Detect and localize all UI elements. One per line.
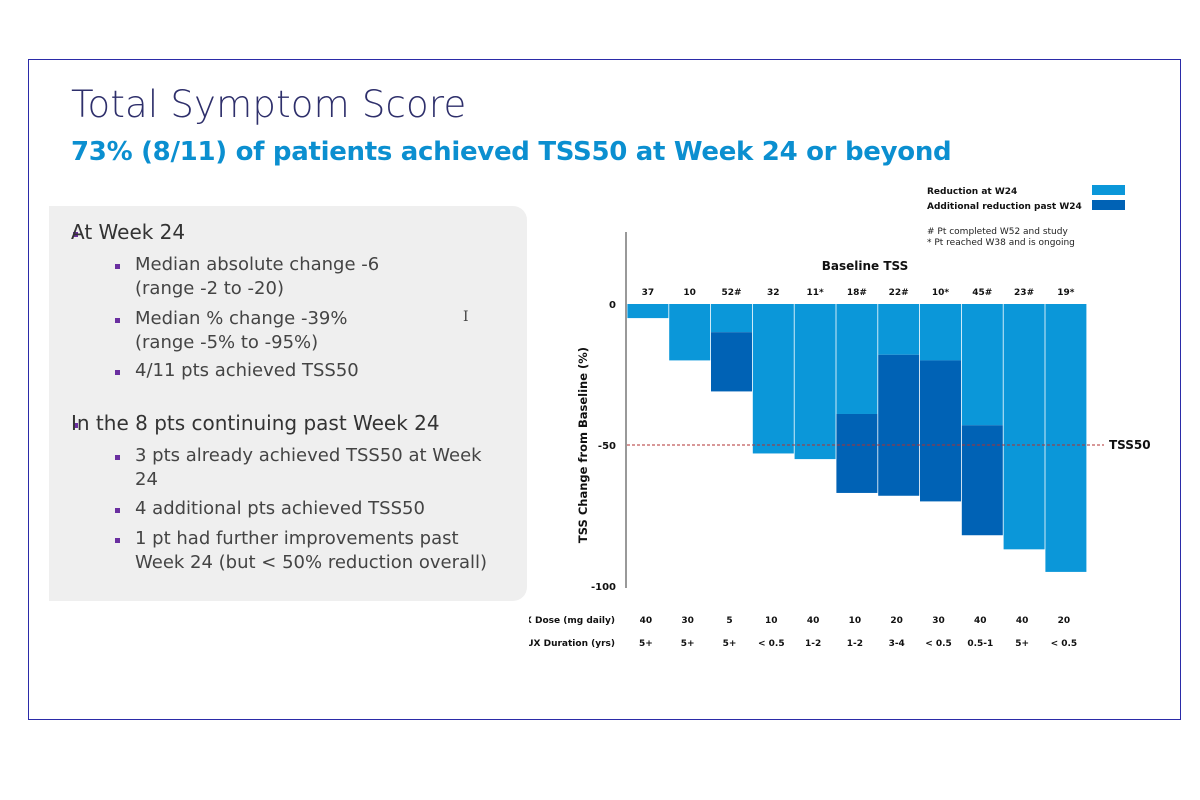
dose-row-label: BL RUX Dose (mg daily) xyxy=(529,616,615,626)
bullet-week24: At Week 24 xyxy=(71,220,186,244)
y-axis-ticks: 0 -50 -100 xyxy=(591,300,616,593)
duration-value: < 0.5 xyxy=(925,639,952,649)
baseline-tss-label: 45# xyxy=(972,288,992,298)
sub-bullet-median-pct: Median % change -39% (range -5% to -95%) xyxy=(135,308,348,353)
baseline-tss-label: 52# xyxy=(721,288,741,298)
duration-value: 0.5-1 xyxy=(967,639,993,649)
baseline-tss-title: Baseline TSS xyxy=(822,259,909,273)
bar-segment xyxy=(794,304,836,460)
sub-bullet-already: 3 pts already achieved TSS50 at Week 24 xyxy=(135,445,482,490)
baseline-tss-label: 37 xyxy=(642,288,655,298)
baseline-tss-label: 10* xyxy=(932,288,950,298)
legend-label: Additional reduction past W24 xyxy=(927,202,1082,212)
bar-segment xyxy=(961,425,1003,536)
duration-value: 3-4 xyxy=(889,639,905,649)
bar-segment xyxy=(1003,304,1045,550)
text-cursor-icon: I xyxy=(463,309,469,325)
bar-segment xyxy=(836,304,878,414)
dose-value: 10 xyxy=(765,616,778,626)
sub-bullet-marker xyxy=(115,264,120,269)
baseline-tss-label: 32 xyxy=(767,288,780,298)
summary-box: At Week 24 Median absolute change -6 (ran… xyxy=(49,206,527,601)
sub-bullet-marker xyxy=(115,538,120,543)
sub-bullet-marker xyxy=(115,455,120,460)
duration-value: 5+ xyxy=(723,639,737,649)
bar-segment xyxy=(920,360,961,502)
sub-bullet-median-abs: Median absolute change -6 (range -2 to -2… xyxy=(135,254,380,299)
sub-bullet-additional: 4 additional pts achieved TSS50 xyxy=(135,498,425,519)
legend-label: Reduction at W24 xyxy=(927,187,1017,197)
sub-bullet-tss50-w24: 4/11 pts achieved TSS50 xyxy=(135,360,359,381)
legend-swatch xyxy=(1092,185,1125,195)
bar-segment xyxy=(627,304,669,319)
duration-row-label: Prior RUX Duration (yrs) xyxy=(529,639,615,649)
legend-note: * Pt reached W38 and is ongoing xyxy=(927,238,1075,248)
y-tick-label: 0 xyxy=(609,300,616,311)
dose-value: 40 xyxy=(807,616,820,626)
sub-bullet-marker xyxy=(115,370,120,375)
baseline-tss-label: 19* xyxy=(1057,288,1075,298)
bar-segment xyxy=(878,354,920,496)
baseline-tss-label: 10 xyxy=(683,288,696,298)
dose-value: 30 xyxy=(681,616,694,626)
dose-value: 10 xyxy=(849,616,862,626)
baseline-tss-label: 23# xyxy=(1014,288,1034,298)
dose-value: 30 xyxy=(932,616,945,626)
dose-value: 20 xyxy=(1058,616,1071,626)
bar-segment xyxy=(711,304,752,333)
sub-bullet-further: 1 pt had further improvements past Week 2… xyxy=(135,528,488,573)
duration-value: 1-2 xyxy=(847,639,863,649)
duration-value: 5+ xyxy=(1015,639,1029,649)
bullet-continuing: In the 8 pts continuing past Week 24 xyxy=(71,411,440,435)
bar-segment xyxy=(752,304,794,454)
tss50-reference: TSS50 xyxy=(627,438,1151,452)
chart-legend: Reduction at W24 Additional reduction pas… xyxy=(927,185,1125,248)
bar-segment xyxy=(878,304,920,355)
duration-value: < 0.5 xyxy=(1051,639,1078,649)
baseline-tss-label: 22# xyxy=(889,288,909,298)
slide: Total Symptom Score 73% (8/11) of patien… xyxy=(28,59,1181,720)
dose-value: 40 xyxy=(974,616,987,626)
slide-subtitle: 73% (8/11) of patients achieved TSS50 at… xyxy=(71,137,952,167)
bar-segment xyxy=(836,413,878,493)
y-axis-label: TSS Change from Baseline (%) xyxy=(576,347,590,543)
bar-segment xyxy=(920,304,961,361)
baseline-tss-labels: 37 10 52# 32 11* 18# 22# 10* 45# 23# 19* xyxy=(642,288,1075,298)
legend-swatch xyxy=(1092,200,1125,210)
bullet-marker xyxy=(73,423,78,428)
legend-note: # Pt completed W52 and study xyxy=(927,227,1068,237)
dose-value: 40 xyxy=(640,616,653,626)
baseline-tss-label: 11* xyxy=(806,288,824,298)
bar-segment xyxy=(1045,304,1087,572)
dose-value: 5 xyxy=(726,616,732,626)
duration-value: < 0.5 xyxy=(758,639,785,649)
baseline-tss-label: 18# xyxy=(847,288,867,298)
dose-value: 20 xyxy=(890,616,903,626)
tss-bar-chart: Reduction at W24 Additional reduction pas… xyxy=(529,185,1151,649)
y-tick-label: -50 xyxy=(598,441,616,452)
sub-bullet-marker xyxy=(115,318,120,323)
sub-bullet-marker xyxy=(115,508,120,513)
bullet-marker xyxy=(73,232,78,237)
chart-bars xyxy=(627,304,1087,572)
bar-segment xyxy=(961,304,1003,426)
tss50-label: TSS50 xyxy=(1109,438,1151,452)
bar-segment xyxy=(711,332,752,392)
duration-value: 1-2 xyxy=(805,639,821,649)
slide-title: Total Symptom Score xyxy=(71,83,467,126)
duration-value: 5+ xyxy=(681,639,695,649)
bar-segment xyxy=(669,304,711,361)
duration-value: 5+ xyxy=(639,639,653,649)
y-tick-label: -100 xyxy=(591,582,616,593)
dose-duration-table: BL RUX Dose (mg daily) Prior RUX Duration… xyxy=(529,616,1077,649)
dose-value: 40 xyxy=(1016,616,1029,626)
